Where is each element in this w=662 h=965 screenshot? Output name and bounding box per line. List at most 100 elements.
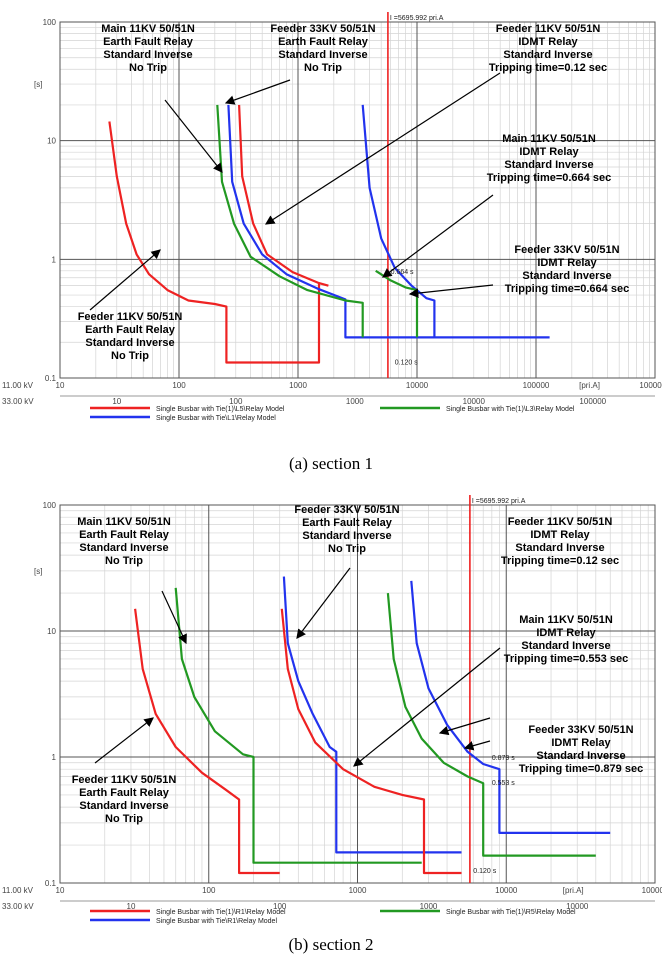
annotation-arrow — [94, 717, 154, 764]
annotation-text: Standard Inverse — [536, 750, 625, 762]
series-curve — [386, 593, 596, 857]
annotation-arrow — [224, 79, 291, 105]
x-row2-tick-label: 1000 — [420, 902, 438, 911]
series-curve — [216, 104, 364, 338]
annotation-arrow — [161, 590, 187, 645]
annotation-text: Standard Inverse — [85, 337, 174, 349]
annotation-text: Earth Fault Relay — [79, 529, 170, 541]
annotation-text: Standard Inverse — [521, 640, 610, 652]
annotation-text: Earth Fault Relay — [302, 517, 393, 529]
annotation-text: Standard Inverse — [522, 270, 611, 282]
series-curve — [238, 104, 329, 287]
annotation-text: Earth Fault Relay — [79, 787, 170, 799]
voltage-label-11kv: 11.00 kV — [2, 886, 34, 895]
annotation-text: IDMT Relay — [536, 627, 596, 639]
annotation-arrow — [353, 647, 501, 767]
annotation-text: Standard Inverse — [278, 49, 367, 61]
annotation-text: Main 11KV 50/51N — [502, 133, 596, 145]
caption-section-1: (a) section 1 — [288, 454, 374, 473]
y-tick-label: 1 — [52, 255, 57, 264]
voltage-label-33kv: 33.00 kV — [2, 397, 34, 406]
annotation-text: Tripping time=0.12 sec — [489, 62, 607, 74]
point-value-label: 0.553 s — [492, 780, 515, 787]
annotation-text: IDMT Relay — [530, 529, 590, 541]
annotation-text: Feeder 11KV 50/51N — [78, 311, 183, 323]
annotation-text: No Trip — [105, 555, 143, 567]
x-row2-tick-label: 10 — [127, 902, 136, 911]
series-curve — [227, 104, 550, 339]
series-curve — [174, 587, 422, 864]
y-tick-label: 0.1 — [45, 879, 57, 888]
y-tick-label: 100 — [43, 18, 57, 27]
x-tick-label: 10 — [56, 381, 65, 390]
annotation-text: Feeder 11KV 50/51N — [508, 516, 613, 528]
grid-minor — [60, 22, 655, 378]
voltage-label-33kv: 33.00 kV — [2, 902, 34, 911]
annotation-text: Feeder 11KV 50/51N — [72, 774, 177, 786]
chart-svg-section-2: 100 10 1 0.1 [s] 10 100 1000 10000 100000 11.00 kV… — [2, 495, 662, 925]
x-row2-tick-label: 100 — [273, 902, 287, 911]
y-tick-label: 0.1 — [45, 374, 57, 383]
y-tick-label: 100 — [43, 501, 57, 510]
annotation-arrow — [296, 567, 351, 639]
annotation-text: IDMT Relay — [519, 146, 579, 158]
annotation-text: Feeder 33KV 50/51N — [514, 244, 619, 256]
voltage-label-11kv: 11.00 kV — [2, 381, 34, 390]
annotation-text: Standard Inverse — [79, 800, 168, 812]
annotation-text: IDMT Relay — [551, 737, 611, 749]
annotation-text: No Trip — [111, 350, 149, 362]
chart-section-1: 100 10 1 0.1 [s] 10 100 1000 10000 100000 1000000 1… — [0, 0, 662, 482]
annotation-text: Tripping time=0.879 sec — [519, 763, 643, 775]
annotation-text: IDMT Relay — [537, 257, 597, 269]
point-value-label: 0.120 s — [395, 359, 418, 366]
annotation-text: Standard Inverse — [503, 49, 592, 61]
x-tick-label: 1000 — [289, 381, 307, 390]
annotation-text: Standard Inverse — [515, 542, 604, 554]
x-tick-label: 100 — [172, 381, 186, 390]
annotation-arrow — [89, 249, 161, 311]
x-row2-tick-label: 10000 — [566, 902, 589, 911]
x-tick-label: 1000 — [349, 886, 367, 895]
annotation-arrow — [264, 72, 501, 225]
annotation-arrow — [164, 99, 223, 173]
x-row2-tick-label: 10 — [112, 397, 121, 406]
series-curve — [280, 608, 462, 875]
y-axis-label: [s] — [34, 567, 42, 576]
fault-current-label: I =5695.992 pri.A — [472, 498, 526, 505]
annotation-text: Tripping time=0.664 sec — [505, 283, 629, 295]
y-axis-label: [s] — [34, 80, 42, 89]
annotation-text: Tripping time=0.553 sec — [504, 653, 628, 665]
annotation-text: Earth Fault Relay — [85, 324, 176, 336]
annotation-text: Standard Inverse — [103, 49, 192, 61]
series-curve — [410, 580, 611, 834]
point-value-label: 0.879 s — [492, 755, 515, 762]
fault-current-label: I =5695.992 pri.A — [390, 15, 444, 22]
annotation-text: Tripping time=0.12 sec — [501, 555, 619, 567]
annotation-arrow — [382, 194, 494, 278]
legend-label: Single Busbar with Tie\R1\Relay Model — [156, 918, 277, 925]
x-axis-label: [pri.A] — [579, 381, 600, 390]
x-tick-label: 1000000 — [639, 381, 662, 390]
legend-label: Single Busbar with Tie\L1\Relay Model — [156, 415, 276, 422]
series-curve — [108, 121, 321, 364]
x-row2-tick-label: 10000 — [463, 397, 486, 406]
annotation-text: No Trip — [328, 543, 366, 555]
annotation-text: Tripping time=0.664 sec — [487, 172, 611, 184]
legend-label: Single Busbar with Tie(1)\L5\Relay Model — [156, 406, 285, 413]
chart-svg-section-1: 100 10 1 0.1 [s] 10 100 1000 10000 100000 1000000 1… — [2, 12, 662, 422]
annotation-text: Main 11KV 50/51N — [101, 23, 195, 35]
annotation-text: No Trip — [129, 62, 167, 74]
annotation-text: No Trip — [304, 62, 342, 74]
annotation-arrow — [463, 740, 491, 751]
x-axis-label: [pri.A] — [563, 886, 584, 895]
chart-section-2: 100 10 1 0.1 [s] 10 100 1000 10000 100000 11.00 kV… — [0, 483, 662, 965]
annotation-text: Feeder 33KV 50/51N — [528, 724, 633, 736]
annotation-text: Feeder 11KV 50/51N — [496, 23, 601, 35]
x-row2-tick-label: 1000 — [346, 397, 364, 406]
annotation-arrow — [408, 284, 494, 298]
legend-label: Single Busbar with Tie(1)\L3\Relay Model — [446, 406, 575, 413]
y-tick-label: 1 — [52, 753, 57, 762]
plot-area — [59, 21, 656, 379]
series-curve — [134, 608, 280, 875]
point-value-label: 0.664 s — [391, 269, 414, 276]
